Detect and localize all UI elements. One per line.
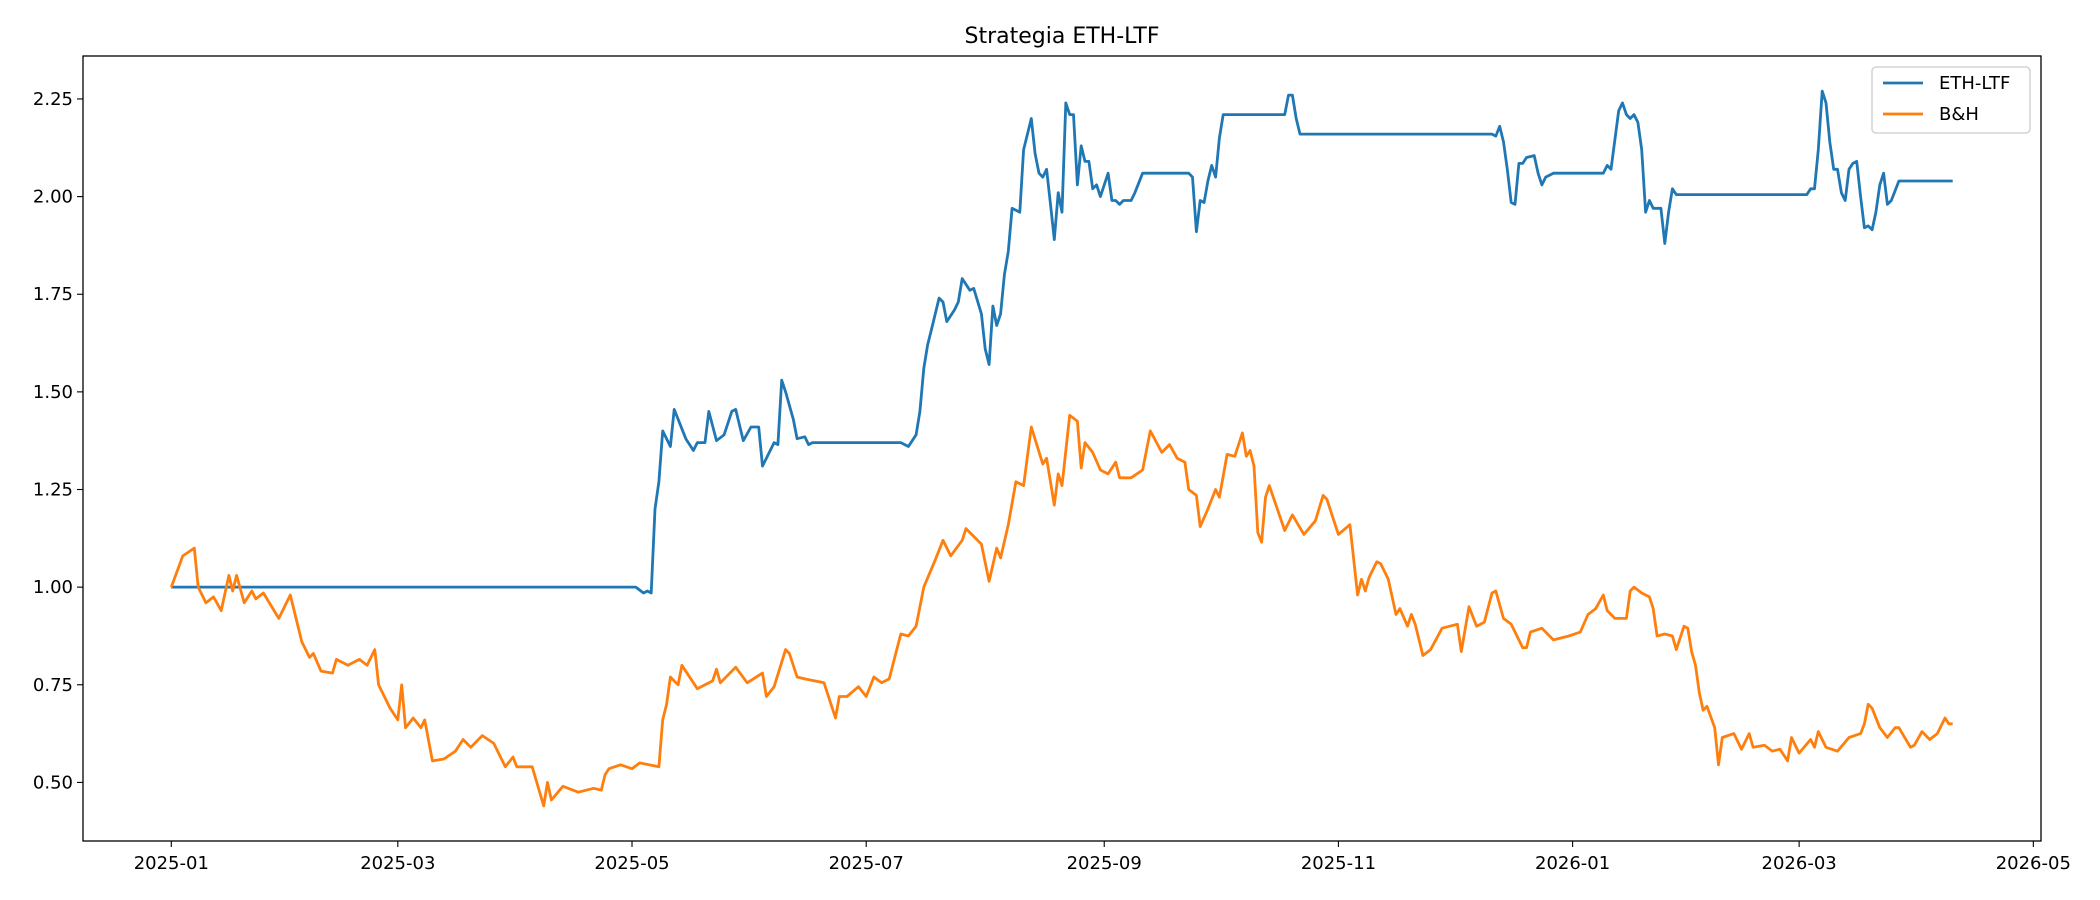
axis-ticks: 2025-01 2025-03 2025-05 2025-07 2025-09 2025-… [33,89,2071,874]
x-tick-label: 2026-03 [1762,853,1837,874]
x-tick-label: 2025-01 [134,853,209,874]
y-tick-label: 1.00 [33,577,73,598]
x-tick-label: 2025-11 [1301,853,1376,874]
y-tick-label: 0.75 [33,675,73,696]
axes-frame [82,55,2042,842]
y-tick-label: 2.00 [33,187,73,208]
y-tick-label: 1.75 [33,284,73,305]
y-tick-label: 1.25 [33,480,73,501]
x-tick-label: 2026-01 [1535,853,1610,874]
legend-label-eth-ltf: ETH-LTF [1939,73,2010,94]
legend: ETH-LTF B&H [1871,66,2031,134]
legend-label-bh: B&H [1939,104,1979,125]
series-layer [169,89,1953,808]
x-tick-label: 2025-09 [1067,853,1142,874]
x-tick-label: 2025-05 [594,853,669,874]
y-tick-label: 0.50 [33,772,73,793]
series-line-b-h [169,413,1953,808]
chart-title: Strategia ETH-LTF [965,24,1160,49]
x-tick-label: 2025-03 [360,853,435,874]
y-tick-label: 2.25 [33,89,73,110]
x-tick-label: 2025-07 [829,853,904,874]
y-tick-label: 1.50 [33,382,73,403]
series-line-eth-ltf [171,89,1953,595]
x-tick-label: 2026-05 [1996,853,2071,874]
